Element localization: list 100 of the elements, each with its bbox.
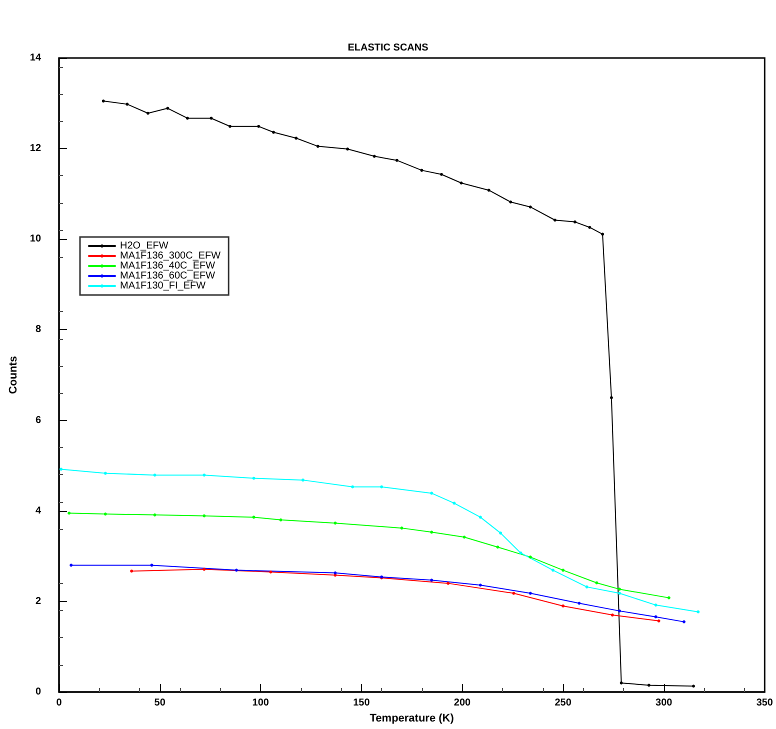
point — [351, 485, 354, 488]
point — [146, 112, 150, 115]
point — [528, 556, 532, 559]
legend-label: MA1F136_40C_EFW — [120, 260, 216, 272]
point — [692, 684, 695, 688]
point — [104, 472, 107, 475]
point — [446, 582, 450, 585]
x-tick-label: 50 — [154, 698, 166, 708]
legend-label: H2O_EFW — [120, 240, 169, 252]
point — [654, 604, 658, 607]
point — [618, 609, 621, 612]
point — [60, 468, 63, 471]
y-tick-label: 4 — [35, 505, 42, 516]
point — [166, 106, 170, 110]
point — [573, 220, 576, 224]
point — [618, 592, 621, 595]
point — [452, 502, 456, 505]
point — [400, 526, 404, 530]
point — [186, 116, 189, 120]
point — [130, 570, 134, 573]
point — [551, 568, 554, 572]
point — [153, 474, 156, 477]
point — [257, 124, 260, 128]
line-series — [60, 468, 700, 614]
point — [528, 205, 532, 208]
point — [657, 619, 660, 622]
point — [620, 681, 623, 684]
point — [462, 536, 466, 539]
legend-label: MA1F136_300C_EFW — [120, 250, 222, 262]
x-tick-label: 150 — [353, 698, 370, 708]
point — [667, 596, 670, 600]
point — [102, 100, 105, 103]
point — [585, 585, 588, 588]
x-tick-label: 300 — [656, 698, 673, 708]
point — [334, 571, 337, 574]
point — [478, 516, 482, 519]
point — [430, 530, 434, 534]
point — [294, 136, 298, 140]
x-tick-label: 350 — [756, 698, 774, 708]
point — [269, 570, 272, 574]
legend-label: MA1F130_FI_EFW — [120, 280, 206, 292]
point — [601, 232, 604, 236]
point — [654, 615, 658, 618]
legend-label: MA1F136_60C_EFW — [120, 270, 216, 282]
y-tick-label: 10 — [30, 234, 42, 245]
point — [460, 181, 463, 184]
point — [202, 568, 206, 571]
point — [499, 532, 502, 535]
point — [647, 684, 650, 687]
x-axis-title: Temperature (K) — [370, 712, 454, 724]
point — [588, 226, 592, 229]
point — [202, 514, 206, 518]
y-tick-label: 12 — [30, 143, 42, 154]
point — [153, 513, 156, 516]
point — [252, 476, 256, 480]
point — [562, 568, 565, 572]
point — [595, 581, 598, 584]
point — [562, 604, 565, 608]
line-series — [68, 512, 670, 600]
point — [279, 518, 282, 522]
point — [610, 396, 613, 400]
point — [272, 130, 276, 134]
y-tick-label: 14 — [30, 52, 42, 64]
line-series — [130, 568, 660, 622]
y-tick-label: 0 — [35, 686, 42, 698]
point — [430, 578, 434, 582]
point — [380, 485, 384, 488]
point — [509, 200, 512, 204]
point — [202, 474, 206, 477]
point — [301, 478, 304, 482]
point — [553, 218, 556, 222]
point — [430, 492, 434, 495]
y-axis-title: Counts — [8, 356, 20, 394]
point — [234, 568, 238, 572]
point — [228, 124, 232, 128]
point — [68, 512, 71, 515]
x-tick-label: 0 — [56, 698, 62, 708]
y-tick-label: 6 — [35, 414, 42, 426]
point — [420, 168, 424, 172]
point — [682, 620, 686, 624]
point — [496, 546, 500, 549]
point — [126, 102, 129, 106]
x-tick-label: 200 — [454, 698, 472, 708]
y-tick-label: 2 — [35, 596, 42, 607]
point — [70, 564, 73, 567]
point — [519, 551, 522, 554]
point — [528, 592, 532, 595]
point — [316, 144, 320, 148]
point — [334, 522, 337, 525]
chart-title: ELASTIC SCANS — [348, 42, 429, 54]
x-tick-label: 250 — [554, 698, 572, 708]
point — [395, 158, 398, 162]
x-tick-label: 100 — [252, 698, 270, 708]
point — [618, 588, 621, 591]
point — [696, 610, 700, 614]
point — [440, 172, 443, 176]
point — [210, 116, 213, 120]
point — [478, 584, 482, 587]
y-tick-label: 8 — [35, 324, 42, 336]
point — [252, 516, 256, 519]
